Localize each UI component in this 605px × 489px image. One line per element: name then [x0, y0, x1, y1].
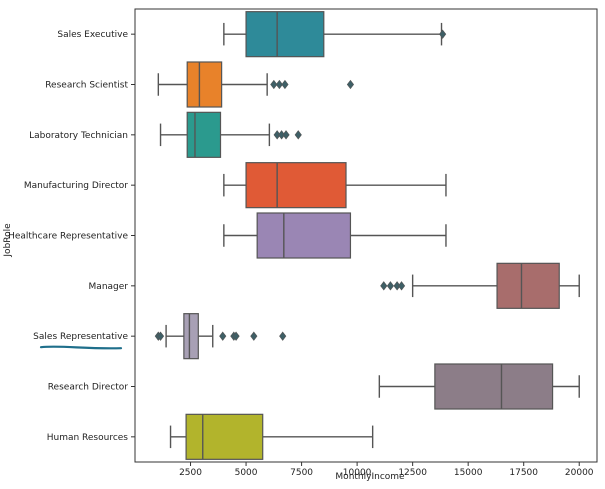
y-tick-label: Healthcare Representative [8, 232, 128, 242]
x-tick-label: 15000 [454, 468, 483, 478]
x-tick-label: 10000 [343, 468, 372, 478]
outlier-point [250, 331, 258, 341]
outlier-point [380, 281, 388, 291]
iqr-box [186, 111, 222, 158]
x-axis-label: MonthlyIncome [335, 472, 405, 482]
plot-area: 2500 5000 7500 10000 12500 15000 17500 20000 Sal… [8, 8, 598, 478]
iqr-box [245, 162, 347, 209]
box-group: Human Resources [47, 413, 374, 460]
y-tick-label: Sales Representative [33, 332, 128, 342]
iqr-box [496, 262, 560, 309]
outlier-point [439, 29, 447, 39]
outlier-point [275, 79, 283, 90]
outlier-point [294, 130, 302, 140]
iqr-box [186, 61, 223, 108]
y-tick-label: Sales Executive [57, 30, 128, 40]
box-group: Laboratory Technician [29, 111, 302, 158]
outlier-point [156, 331, 165, 341]
outlier-point [281, 79, 289, 90]
y-tick-label: Manufacturing Director [24, 181, 128, 191]
iqr-box [434, 363, 554, 410]
box-group: Sales Representative [33, 313, 287, 360]
outlier-point [386, 281, 395, 291]
outlier-point [270, 79, 278, 90]
y-tick-label: Human Resources [47, 433, 129, 443]
box-group: Manufacturing Director [24, 162, 447, 209]
box-group: Research Director [48, 363, 580, 410]
outlier-point [346, 79, 355, 90]
handdrawn-underline [39, 345, 123, 350]
y-tick-label: Research Scientist [45, 81, 128, 91]
x-tick-label: 5000 [235, 468, 258, 478]
x-tick-label: 2500 [179, 468, 202, 478]
x-tick-label: 12500 [398, 468, 427, 478]
outlier-point [397, 281, 406, 291]
iqr-box [256, 212, 352, 259]
outlier-point [279, 331, 287, 341]
x-tick-label: 7500 [290, 468, 313, 478]
y-axis-label: JobRole [3, 223, 13, 258]
x-tick-label: 17500 [509, 468, 538, 478]
iqr-box [245, 11, 325, 58]
y-tick-label: Research Director [48, 383, 129, 393]
outlier-point [282, 130, 290, 140]
iqr-box [183, 313, 199, 360]
x-tick-label: 20000 [565, 468, 594, 478]
iqr-box [185, 413, 264, 460]
box-group: Healthcare Representative [8, 212, 447, 259]
box-group: Manager [89, 262, 580, 309]
outlier-point [232, 331, 240, 341]
y-tick-label: Laboratory Technician [29, 131, 128, 141]
y-tick-label: Manager [89, 282, 129, 292]
box-group: Sales Executive [57, 11, 447, 58]
outlier-point [219, 331, 227, 341]
box-group: Research Scientist [45, 61, 355, 108]
